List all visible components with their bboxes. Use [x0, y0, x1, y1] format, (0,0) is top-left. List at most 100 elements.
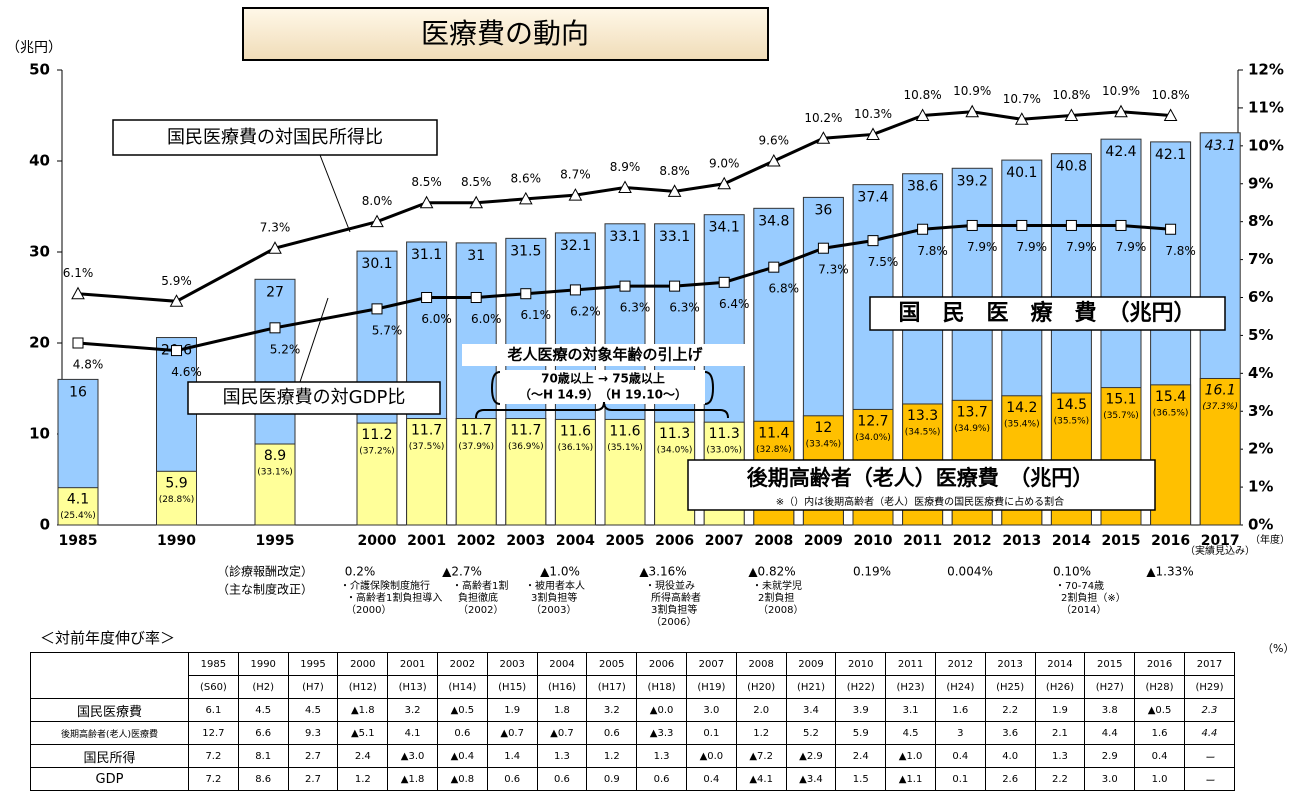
- share-label: (33.4%): [806, 439, 842, 449]
- value-label: 10.3%: [854, 107, 892, 121]
- growth-table: 1985 1990 1995 2000 2001 2002 2003 2004 2005 2006…: [30, 652, 1236, 791]
- y-tick-label: 0: [40, 516, 50, 534]
- value-label: 33.1: [659, 229, 690, 245]
- value-label: 10.8%: [904, 88, 942, 102]
- cell: 1.3: [636, 744, 687, 768]
- reform: 2割負担: [758, 591, 794, 604]
- series-label: 後期高齢者（老人）医療費 （兆円）: [747, 466, 1094, 490]
- cell: 2.9: [1084, 744, 1136, 768]
- value-label: 4.1: [67, 492, 89, 508]
- x-tick-label: 2006: [655, 533, 694, 549]
- series-label: 国 民 医 療 費 （兆円）: [898, 300, 1195, 326]
- value-label: 11.7: [411, 423, 442, 439]
- pointer: [319, 154, 351, 233]
- share-label: (37.9%): [458, 442, 494, 452]
- x-tick-label: 2011: [903, 533, 942, 549]
- share-label: (33.1%): [257, 468, 293, 478]
- cell: 1.9: [1034, 698, 1086, 722]
- cell: ▲1.8: [387, 767, 438, 791]
- y-tick-label: 40: [29, 152, 50, 170]
- marker: [71, 286, 85, 300]
- x-tick-label: 1985: [59, 533, 98, 549]
- marker: [717, 176, 732, 190]
- reform: ・介護保険制度施行: [340, 579, 430, 592]
- cell: ▲0.7: [536, 721, 588, 745]
- y-tick-label: 20: [29, 334, 50, 352]
- marker: [866, 127, 880, 140]
- value-label: 32.1: [560, 238, 591, 254]
- share-label: (37.2%): [359, 447, 395, 457]
- reform: 2割負担（※）: [1061, 591, 1126, 604]
- series-label: 国民医療費の対国民所得比: [167, 127, 383, 148]
- cell: ▲1.1: [885, 767, 936, 791]
- cell: ▲0.0: [636, 698, 687, 722]
- marker: [469, 195, 484, 209]
- revision: 0.2%: [345, 565, 376, 579]
- y2-tick-label: 2%: [1248, 440, 1273, 458]
- share-label: (37.3%): [1202, 402, 1238, 412]
- value-label: 7.8%: [1165, 244, 1196, 258]
- value-label: 11.3: [659, 426, 690, 442]
- value-label: 38.6: [907, 179, 938, 195]
- header-cell: (H21): [785, 675, 837, 699]
- value-label: 34.8: [758, 213, 789, 229]
- value-label: 4.6%: [171, 365, 202, 379]
- marker: [816, 131, 831, 144]
- cell: 6.1: [188, 698, 239, 722]
- callout-text: （～H 14.9） （H 19.10～）: [519, 387, 687, 402]
- share-label: (35.7%): [1103, 411, 1139, 421]
- x-tick-label: 1990: [157, 533, 196, 549]
- header-cell: 2012: [934, 652, 986, 676]
- bar: [505, 418, 547, 526]
- value-label: 16: [69, 384, 87, 400]
- header-cell: (H20): [735, 675, 787, 699]
- cell: 12.7: [188, 721, 239, 745]
- value-label: 5.2%: [270, 342, 301, 356]
- y-tick-label: 30: [29, 243, 50, 261]
- marker: [766, 153, 781, 167]
- y-tick-label: 50: [29, 61, 50, 79]
- value-label: 10.9%: [953, 84, 991, 98]
- bar: [156, 470, 197, 526]
- header-cell: (H15): [486, 675, 538, 699]
- marker: [1165, 223, 1177, 235]
- chart-title: 医療費の動向: [421, 17, 589, 50]
- cell: 1.2: [337, 767, 389, 791]
- marker: [568, 188, 583, 201]
- y2-tick-label: 5%: [1248, 326, 1273, 344]
- cell: 1.3: [536, 744, 588, 768]
- value-label: 43.1: [1205, 138, 1236, 154]
- header-cell: (H22): [835, 675, 887, 699]
- value-label: 6.0%: [421, 312, 452, 326]
- bar: [604, 418, 646, 526]
- marker: [1115, 219, 1127, 231]
- revision: ▲3.16%: [639, 565, 686, 579]
- cell: 4.4: [1183, 721, 1236, 745]
- header-cell: 2016: [1134, 652, 1185, 676]
- cell: 1.5: [835, 767, 887, 791]
- value-label: 8.9%: [610, 160, 641, 174]
- x-tick-label: 2002: [457, 533, 496, 549]
- cell: 0.6: [486, 767, 538, 791]
- cell: 3.6: [984, 721, 1036, 745]
- header-cell: (H16): [536, 675, 588, 699]
- x-tick-label: 2009: [804, 533, 843, 549]
- row-label: 国民医療費: [30, 698, 189, 722]
- cell: 5.2: [785, 721, 837, 745]
- header-cell: 2006: [636, 652, 687, 676]
- marker: [171, 345, 182, 357]
- cell: 4.4: [1084, 721, 1136, 745]
- reform: （2000）: [346, 604, 391, 616]
- table-row: (S60) (H2) (H7) (H12) (H13) (H14) (H15) (H16) (H…: [31, 675, 1236, 699]
- value-label: 8.8%: [659, 164, 690, 178]
- annotation-box: [687, 459, 1156, 511]
- share-label: (33.0%): [706, 446, 742, 456]
- marker: [518, 191, 533, 205]
- value-label: 11.7: [461, 423, 492, 439]
- y2-tick-label: 4%: [1248, 364, 1273, 382]
- cell: 4.5: [287, 698, 339, 722]
- value-label: 7.9%: [1017, 240, 1048, 254]
- value-label: 8.5%: [411, 175, 442, 189]
- value-label: 30.1: [361, 256, 392, 272]
